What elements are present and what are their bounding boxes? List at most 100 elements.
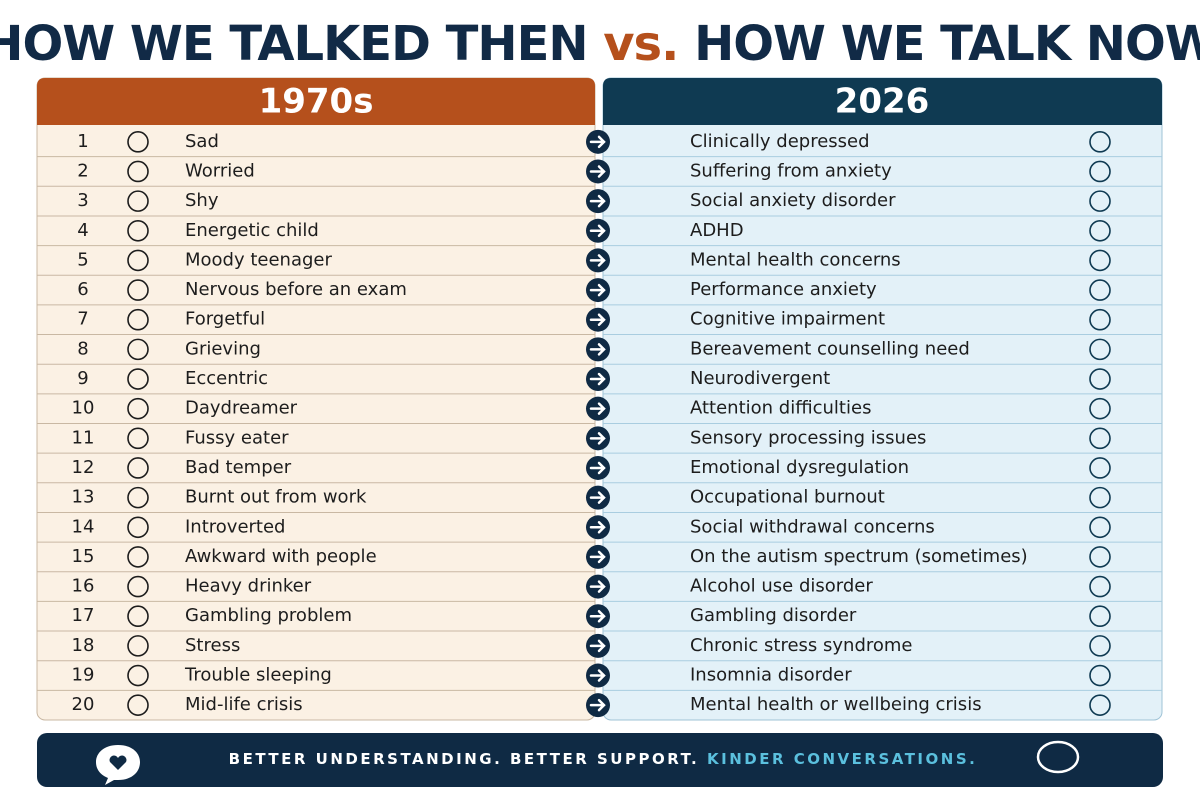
footer-brain-icon	[1036, 740, 1080, 774]
row-number: 16	[72, 576, 95, 597]
then-icon	[127, 664, 149, 687]
title: HOW WE TALKED THEN vs. HOW WE TALK NOW	[0, 16, 1200, 72]
now-heading: 2026	[835, 82, 930, 122]
row-number: 11	[72, 427, 95, 448]
now-icon	[1089, 160, 1111, 183]
row-number: 12	[72, 457, 95, 478]
row-number: 7	[77, 309, 88, 330]
then-icon	[127, 190, 149, 212]
row-number: 13	[72, 487, 95, 508]
now-term: Attention difficulties	[690, 398, 871, 419]
now-icon	[1089, 605, 1111, 628]
title-then: HOW WE TALKED THEN	[0, 16, 588, 72]
then-icon	[127, 457, 149, 479]
now-term: Suffering from anxiety	[690, 160, 892, 181]
now-icon	[1089, 694, 1111, 716]
then-icon	[127, 694, 149, 716]
arrow-icon	[589, 372, 606, 386]
row-number: 4	[77, 220, 88, 241]
arrow-icon	[589, 609, 606, 623]
row-number: 8	[77, 338, 88, 359]
then-icon	[127, 486, 149, 509]
then-icon	[127, 635, 149, 657]
arrow-icon	[589, 639, 606, 653]
then-term: Sad	[185, 131, 219, 152]
now-term: Social anxiety disorder	[690, 190, 896, 211]
then-term: Forgetful	[185, 309, 265, 330]
footer-highlight: KINDER CONVERSATIONS.	[707, 750, 977, 768]
footer-heart-icon	[109, 755, 127, 770]
now-term: Insomnia disorder	[690, 665, 852, 686]
now-icon	[1089, 516, 1111, 539]
now-icon	[1089, 190, 1111, 212]
then-heading: 1970s	[259, 82, 374, 122]
now-icon	[1089, 635, 1111, 657]
then-term: Fussy eater	[185, 427, 289, 448]
then-icon	[127, 279, 149, 301]
then-icon	[127, 575, 149, 598]
now-term: Neurodivergent	[690, 368, 830, 389]
footer-bar	[37, 733, 1163, 787]
row-number: 1	[77, 131, 88, 152]
row-number: 19	[72, 665, 95, 686]
then-term: Stress	[185, 635, 240, 656]
then-term: Trouble sleeping	[184, 665, 332, 686]
then-term: Nervous before an exam	[185, 279, 407, 300]
then-icon	[127, 427, 149, 450]
now-icon	[1089, 457, 1111, 479]
then-header	[37, 78, 595, 125]
arrow-icon	[589, 432, 606, 445]
now-icon	[1089, 397, 1111, 420]
arrow-icon	[589, 669, 606, 682]
arrow-icon	[589, 461, 606, 475]
then-term: Daydreamer	[185, 398, 298, 419]
then-icon	[127, 368, 149, 390]
then-term: Introverted	[185, 516, 285, 537]
then-term: Moody teenager	[185, 249, 333, 270]
rows: 1 Sad Clinically depressed 2 Worried Sufferin…	[37, 129, 1162, 718]
then-icon	[127, 308, 149, 331]
then-term: Shy	[185, 190, 219, 211]
now-term: Social withdrawal concerns	[690, 516, 935, 537]
row-number: 5	[77, 249, 88, 270]
now-term: Clinically depressed	[690, 131, 870, 152]
then-term: Burnt out from work	[185, 487, 367, 508]
now-icon	[1089, 575, 1111, 598]
now-icon	[1089, 368, 1111, 390]
arrow-icon	[589, 550, 606, 564]
now-term: Chronic stress syndrome	[690, 635, 913, 656]
arrow-icon	[589, 224, 606, 238]
now-term: Gambling disorder	[690, 605, 857, 626]
arrow-icon	[589, 580, 606, 593]
then-term: Mid-life crisis	[185, 694, 303, 715]
then-term: Energetic child	[185, 220, 319, 241]
now-icon	[1089, 664, 1111, 687]
arrow-icon	[589, 313, 606, 326]
then-icon	[127, 605, 149, 628]
now-term: Mental health or wellbeing crisis	[690, 694, 982, 715]
title-now: HOW WE TALK NOW	[694, 16, 1200, 72]
now-term: Mental health concerns	[690, 249, 901, 270]
then-term: Bad temper	[185, 457, 292, 478]
now-header	[603, 78, 1162, 125]
then-icon	[127, 546, 149, 568]
row-number: 20	[72, 694, 95, 715]
then-icon	[127, 131, 149, 153]
arrow-icon	[589, 135, 606, 149]
now-icon	[1089, 427, 1111, 450]
then-term: Worried	[185, 160, 255, 181]
now-icon	[1089, 249, 1111, 272]
now-icon	[1089, 546, 1111, 568]
then-icon	[127, 219, 149, 242]
then-term: Awkward with people	[185, 546, 377, 567]
footer-text: BETTER UNDERSTANDING. BETTER SUPPORT. KI…	[229, 750, 978, 768]
now-term: Emotional dysregulation	[690, 457, 909, 478]
then-icon	[127, 397, 149, 420]
now-term: Cognitive impairment	[690, 309, 885, 330]
then-icon	[127, 249, 149, 272]
title-vs: vs.	[603, 16, 678, 72]
footer-main: BETTER UNDERSTANDING. BETTER SUPPORT.	[229, 750, 700, 768]
then-icon	[127, 338, 149, 361]
arrow-icon	[589, 521, 606, 534]
